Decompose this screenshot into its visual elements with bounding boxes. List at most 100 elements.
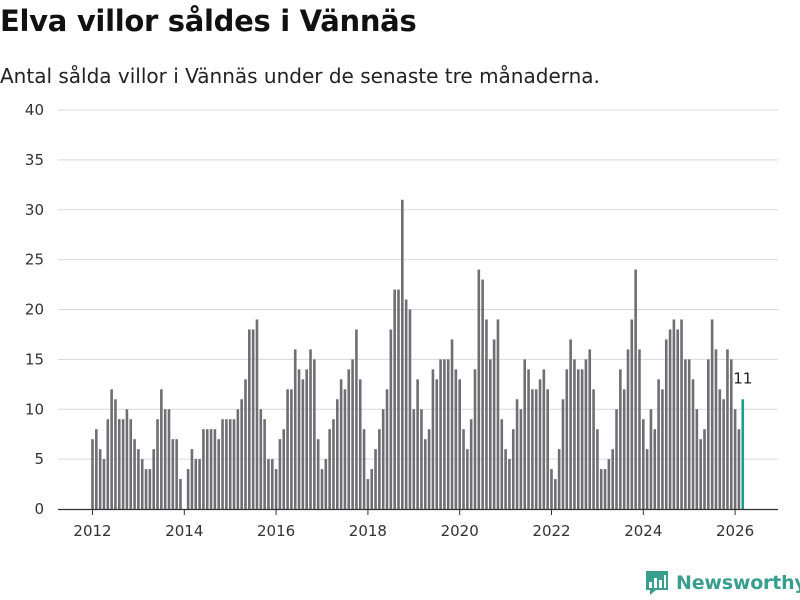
bar xyxy=(580,369,584,509)
bar xyxy=(511,429,515,509)
bar xyxy=(642,419,645,509)
bar xyxy=(209,429,213,509)
bar xyxy=(362,429,366,509)
bar xyxy=(393,289,396,509)
bar xyxy=(102,459,106,510)
bar xyxy=(167,409,171,509)
bar xyxy=(684,359,687,510)
bar xyxy=(91,439,94,509)
bar xyxy=(313,359,316,510)
bar xyxy=(133,439,136,509)
bar xyxy=(397,289,400,509)
bar xyxy=(213,429,217,509)
chart-title: Elva villor såldes i Vännäs xyxy=(0,4,417,38)
bar xyxy=(228,419,232,509)
bar xyxy=(339,379,343,509)
y-tick-label: 40 xyxy=(25,101,44,119)
bar xyxy=(114,399,117,509)
bar xyxy=(439,359,442,510)
bar xyxy=(496,319,500,509)
bar xyxy=(638,349,641,509)
x-axis: 2012 2014 2016 2018 2020 2022 2024 2026 xyxy=(58,508,778,540)
bar xyxy=(527,369,530,509)
bar xyxy=(561,399,565,509)
bar xyxy=(431,369,435,509)
bar xyxy=(240,399,243,509)
bar xyxy=(267,459,270,510)
bar xyxy=(645,449,649,509)
brand-logo: Newsworthy xyxy=(644,569,800,597)
bar xyxy=(152,449,155,509)
newsworthy-logo-icon xyxy=(646,571,668,595)
bar xyxy=(733,409,737,509)
bar xyxy=(661,389,664,509)
chart-subtitle: Antal sålda villor i Vännäs under de sen… xyxy=(0,64,600,88)
bar xyxy=(489,359,492,510)
bar xyxy=(531,389,534,509)
bar xyxy=(297,369,301,509)
bar xyxy=(634,269,637,509)
bar xyxy=(695,409,699,509)
bar xyxy=(492,339,496,509)
bar xyxy=(309,349,312,509)
bar xyxy=(347,369,351,509)
bar xyxy=(343,389,347,509)
bar xyxy=(420,409,423,509)
bar xyxy=(615,409,618,509)
bar xyxy=(385,389,389,509)
bar xyxy=(156,419,159,509)
last-value-label: 11 xyxy=(733,369,752,387)
bar xyxy=(714,349,718,509)
bar xyxy=(416,379,419,509)
bar xyxy=(121,419,125,509)
bar xyxy=(355,329,358,509)
bar xyxy=(446,359,450,510)
bar xyxy=(401,199,404,509)
bar xyxy=(389,329,393,509)
bar xyxy=(412,409,416,509)
bar xyxy=(248,329,251,509)
x-tick-label: 2018 xyxy=(349,522,387,540)
bar xyxy=(500,419,504,509)
bar xyxy=(259,409,263,509)
brand-name: Newsworthy xyxy=(676,572,800,594)
bar xyxy=(171,439,175,509)
bar xyxy=(657,379,660,509)
x-tick-label: 2022 xyxy=(532,522,570,540)
bar xyxy=(236,409,240,509)
bar xyxy=(596,429,599,509)
bar xyxy=(217,439,221,509)
bar xyxy=(699,439,702,509)
bar xyxy=(672,319,676,509)
bar xyxy=(443,359,446,510)
bar xyxy=(106,419,110,509)
bar xyxy=(336,399,339,509)
bar xyxy=(676,329,680,509)
bar xyxy=(458,379,461,509)
bar xyxy=(202,429,205,509)
bar xyxy=(144,469,148,509)
bar xyxy=(98,449,102,509)
bar xyxy=(263,419,266,509)
bar xyxy=(592,389,595,509)
bar xyxy=(619,369,622,509)
bar xyxy=(95,429,98,509)
bar xyxy=(710,319,714,509)
bar xyxy=(691,379,695,509)
bar xyxy=(508,459,511,510)
bar xyxy=(607,459,611,510)
y-tick-label: 30 xyxy=(25,201,44,219)
bar xyxy=(427,429,431,509)
bar xyxy=(320,469,324,509)
bar xyxy=(469,419,473,509)
bar xyxy=(687,359,691,510)
bar xyxy=(515,399,519,509)
bar xyxy=(274,469,278,509)
bar xyxy=(664,339,668,509)
bar xyxy=(278,439,282,509)
bar xyxy=(542,369,546,509)
x-tick-label: 2020 xyxy=(441,522,479,540)
bar xyxy=(205,429,209,509)
bar xyxy=(703,429,706,509)
bar xyxy=(232,419,236,509)
